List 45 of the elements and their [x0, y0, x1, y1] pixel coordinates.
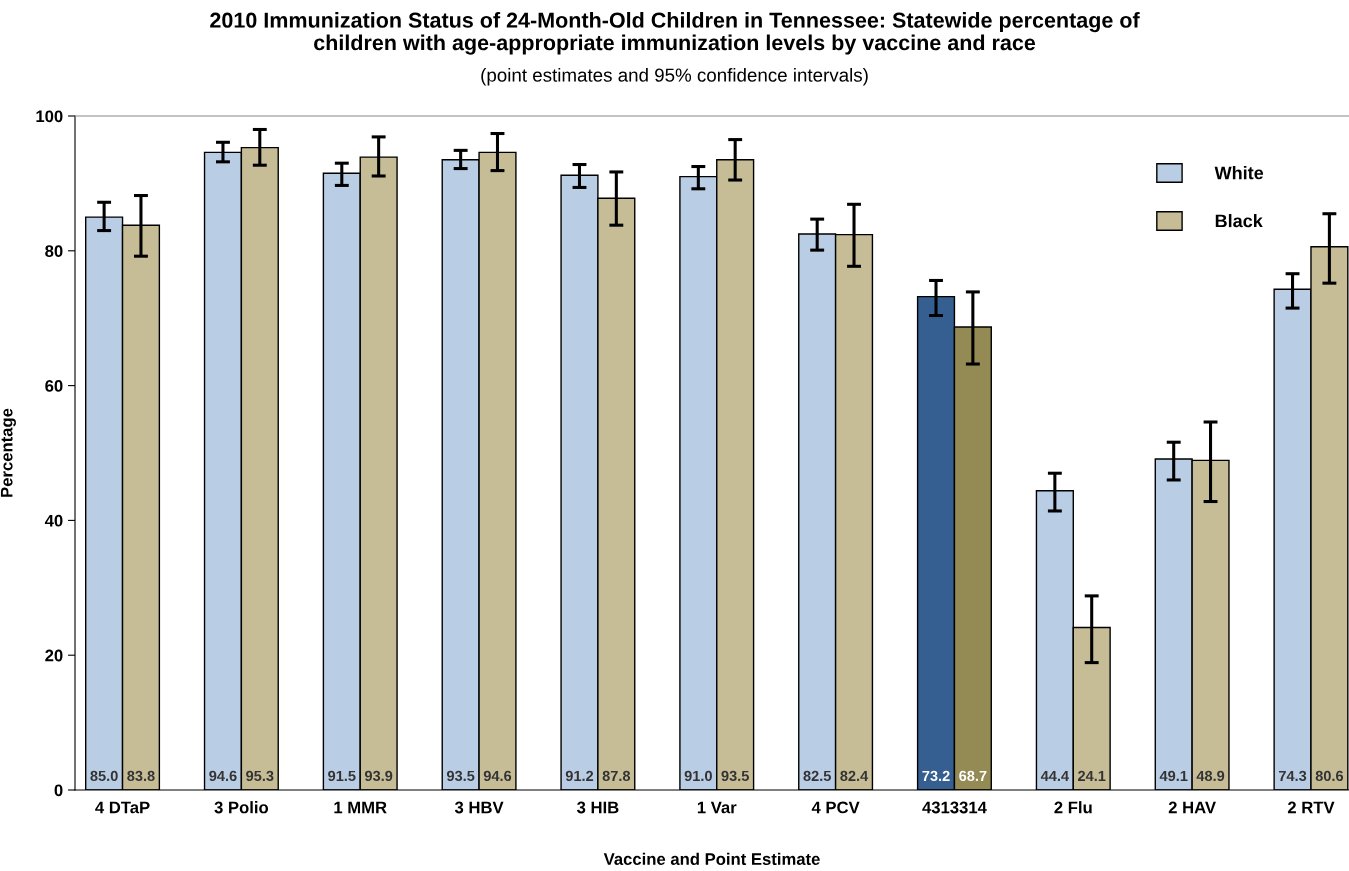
data-label: 91.5 — [328, 770, 356, 782]
data-label: 83.8 — [127, 770, 155, 782]
x-tick-label: 3 Polio — [214, 801, 269, 814]
data-label: 91.0 — [684, 770, 712, 782]
x-axis-title: Vaccine and Point Estimate — [603, 852, 820, 865]
data-label: 91.2 — [565, 770, 594, 782]
data-label: 24.1 — [1078, 770, 1106, 781]
data-label: 68.7 — [959, 770, 987, 782]
legend-label: White — [1214, 166, 1264, 180]
y-tick-label: 40 — [44, 514, 63, 527]
data-label: 93.5 — [721, 770, 749, 782]
x-tick-label: 3 HBV — [454, 801, 504, 814]
data-label: 80.6 — [1315, 770, 1344, 782]
y-tick-label: 0 — [54, 784, 63, 797]
x-tick-label: 1 Var — [697, 801, 737, 814]
legend-label: Black — [1215, 214, 1263, 228]
x-tick-label: 2 Flu — [1054, 801, 1092, 814]
chart-subtitle: (point estimates and 95% confidence intervals) — [481, 68, 868, 86]
data-label: 74.3 — [1278, 770, 1307, 782]
data-label: 49.1 — [1159, 770, 1188, 782]
data-label: 85.0 — [90, 770, 118, 782]
data-label: 48.9 — [1196, 770, 1225, 782]
x-tick-label: 2 HAV — [1168, 801, 1216, 814]
data-label: 87.8 — [602, 770, 631, 782]
data-label: 93.5 — [446, 770, 475, 782]
data-label: 44.4 — [1040, 770, 1069, 781]
data-label: 73.2 — [922, 770, 950, 782]
x-tick-label: 2 RTV — [1287, 801, 1335, 814]
y-tick-label: 20 — [45, 649, 63, 662]
y-tick-label: 100 — [36, 110, 63, 123]
data-label: 82.4 — [840, 770, 869, 782]
y-axis-title: Percentage — [0, 408, 16, 497]
data-label: 94.6 — [209, 770, 237, 782]
x-tick-label: 3 HIB — [576, 801, 619, 814]
y-tick-label: 80 — [45, 245, 63, 257]
x-tick-label: 4313314 — [922, 801, 987, 814]
x-tick-label: 4 PCV — [811, 801, 860, 814]
x-tick-label: 1 MMR — [334, 801, 387, 814]
data-label: 94.6 — [483, 770, 512, 782]
x-tick-label: 4 DTaP — [95, 801, 150, 814]
data-label: 95.3 — [246, 770, 274, 782]
data-label: 82.5 — [803, 770, 831, 782]
chart-title: 2010 Immunization Status of 24-Month-Old Children in Tennessee: Statewide percentage of children with age-appropriate immunization levels by vaccine and race — [210, 12, 1140, 55]
y-tick-label: 60 — [45, 380, 63, 392]
data-label: 93.9 — [364, 770, 393, 782]
